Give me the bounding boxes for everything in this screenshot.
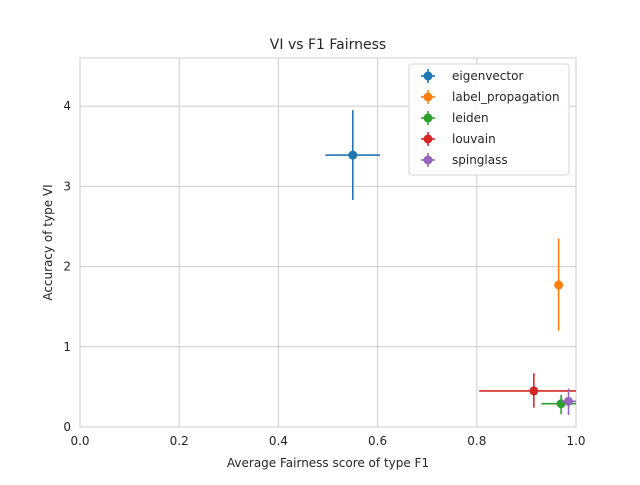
data-point: [529, 386, 539, 396]
legend-item-leiden: leiden: [421, 111, 489, 125]
legend-item-eigenvector: eigenvector: [421, 69, 523, 83]
y-axis-label: Accuracy of type VI: [41, 184, 55, 300]
legend-item-spinglass: spinglass: [421, 153, 508, 167]
y-tick-labels: 0 1 2 3 4: [63, 99, 71, 434]
x-tick-label: 1.0: [566, 434, 585, 448]
data-marks: [325, 110, 576, 415]
legend-label: louvain: [452, 132, 496, 146]
series-spinglass: [561, 388, 576, 415]
legend-marker: [423, 113, 433, 123]
x-tick-label: 0.4: [269, 434, 288, 448]
y-tick-label: 0: [63, 420, 71, 434]
plot-border: [79, 57, 577, 428]
legend-label: label_propagation: [452, 90, 560, 104]
legend-marker: [423, 92, 433, 102]
y-tick-label: 4: [63, 99, 71, 113]
y-tick-label: 1: [63, 340, 71, 354]
series-louvain: [479, 373, 576, 408]
legend-item-label_propagation: label_propagation: [421, 90, 560, 104]
data-point: [348, 150, 358, 160]
legend-box: [408, 63, 570, 176]
x-tick-label: 0.0: [70, 434, 89, 448]
x-tick-label: 0.6: [368, 434, 387, 448]
x-tick-label: 0.2: [170, 434, 189, 448]
y-tick-label: 3: [63, 179, 71, 193]
legend-marker: [423, 71, 433, 81]
series-label_propagation: [554, 238, 564, 331]
data-point: [564, 396, 574, 406]
legend-label: leiden: [452, 111, 489, 125]
x-tick-label: 0.8: [467, 434, 486, 448]
legend-label: eigenvector: [452, 69, 523, 83]
legend-marker: [423, 134, 433, 144]
y-tick-label: 2: [63, 260, 71, 274]
legend-label: spinglass: [452, 153, 508, 167]
legend-item-louvain: louvain: [421, 132, 496, 146]
legend-marker: [423, 155, 433, 165]
x-axis-label: Average Fairness score of type F1: [227, 456, 429, 470]
data-point: [554, 280, 564, 290]
x-tick-labels: 0.0 0.2 0.4 0.6 0.8 1.0: [70, 434, 585, 448]
series-eigenvector: [325, 110, 381, 200]
chart-title: VI vs F1 Fairness: [270, 37, 386, 53]
